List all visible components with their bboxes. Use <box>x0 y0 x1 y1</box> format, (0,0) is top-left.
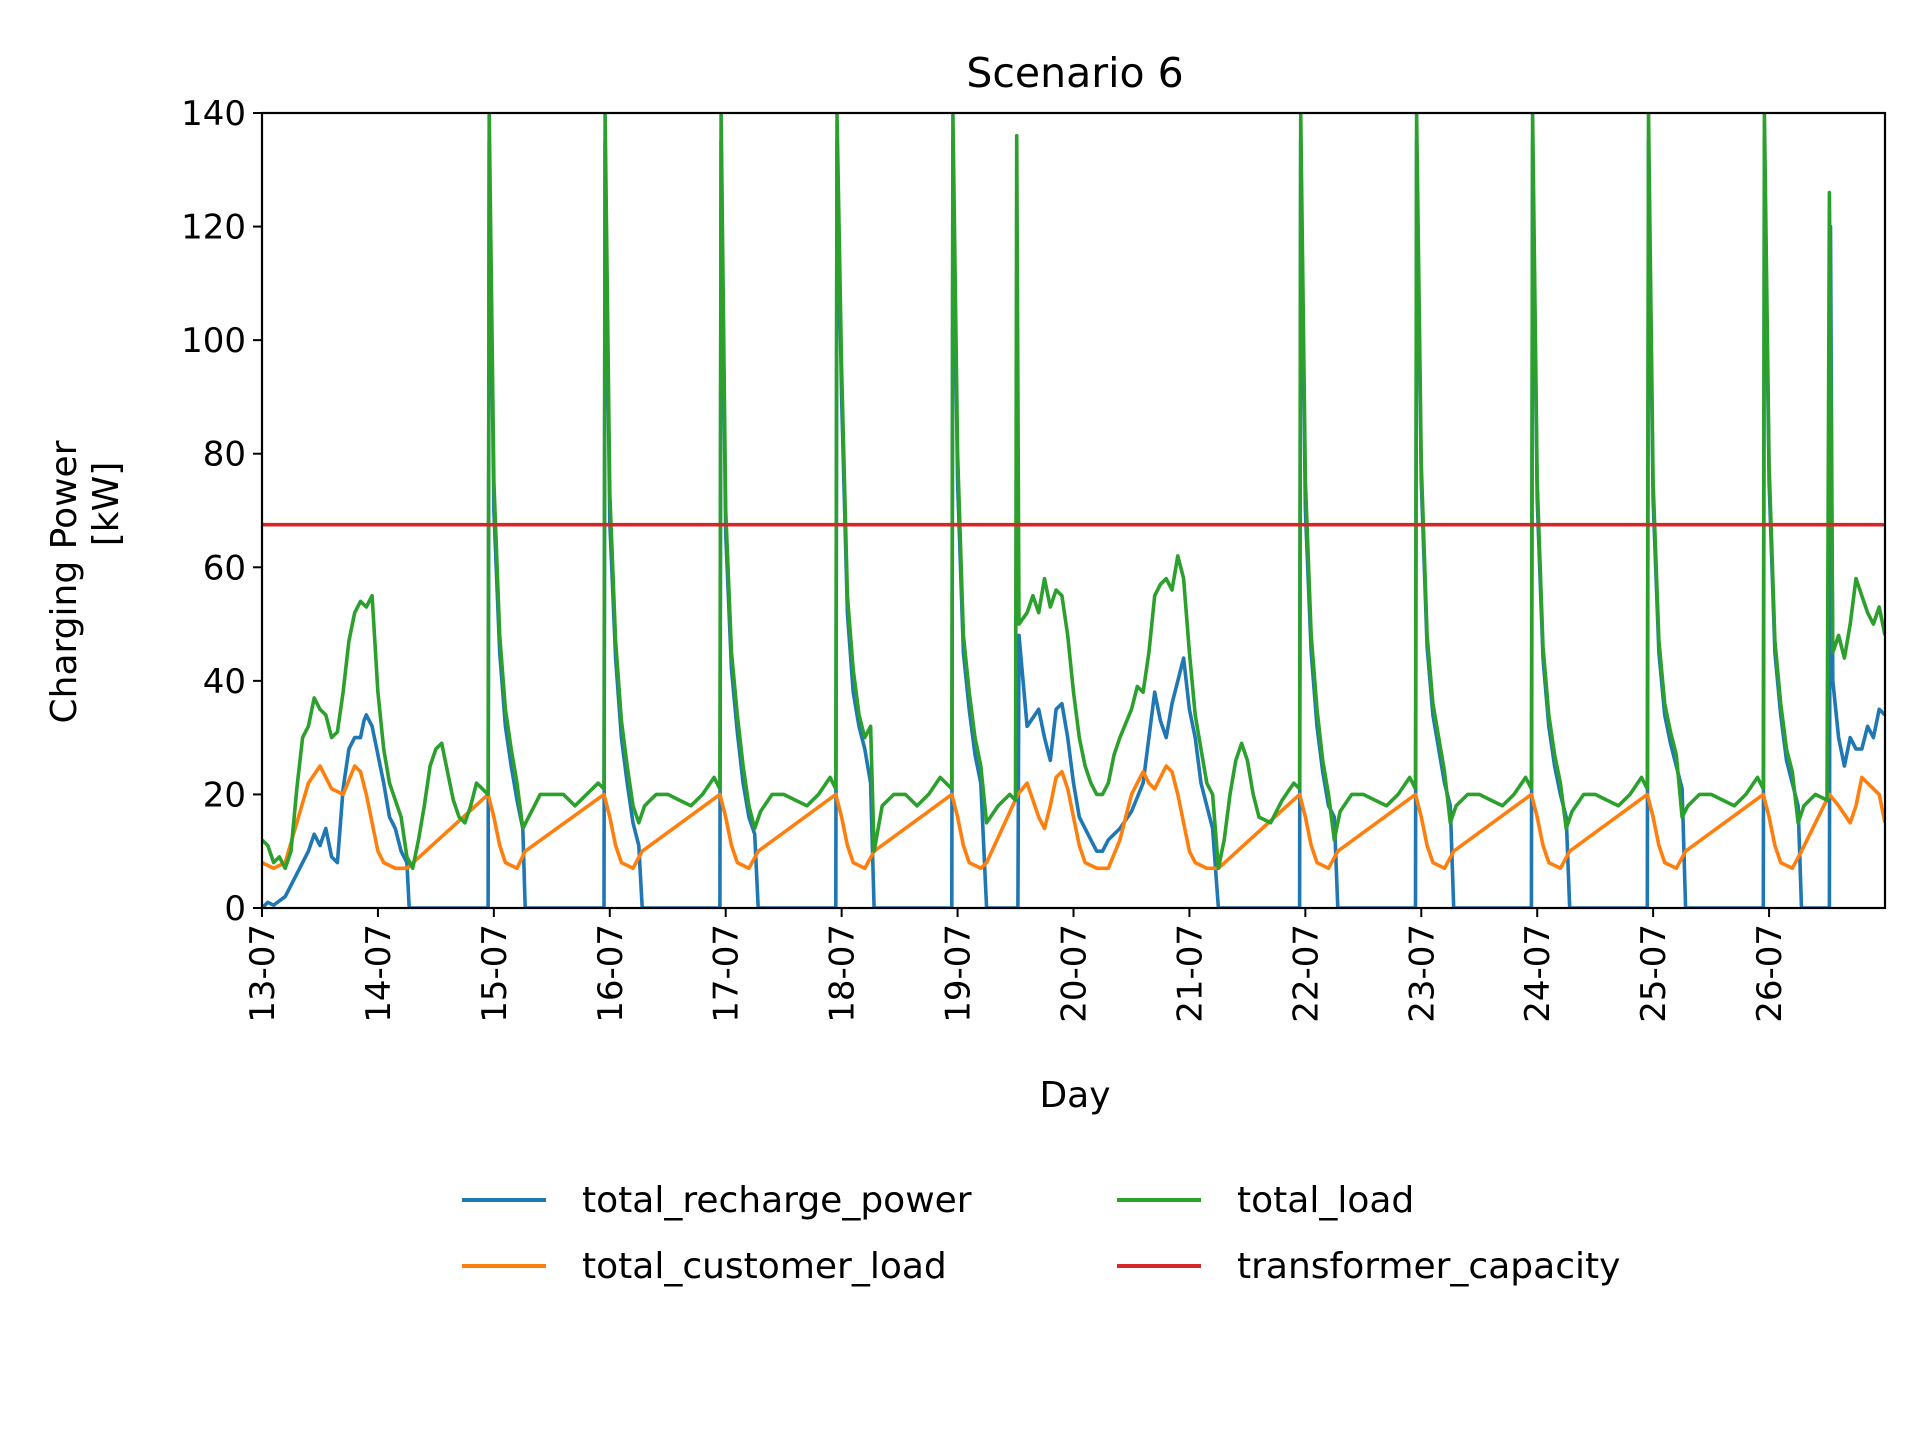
x-tick-label: 16-07 <box>591 924 631 1023</box>
y-axis-label-line1: Charging Power <box>44 440 85 723</box>
y-tick-label: 20 <box>203 775 246 815</box>
y-tick-label: 40 <box>203 662 246 702</box>
x-tick-label: 21-07 <box>1170 924 1210 1023</box>
series-line-total_customer_load <box>262 764 1885 871</box>
x-tick-label: 17-07 <box>707 924 747 1023</box>
x-tick-label: 25-07 <box>1634 924 1674 1023</box>
x-tick-label: 18-07 <box>823 924 863 1023</box>
x-tick-label: 22-07 <box>1286 924 1326 1023</box>
x-tick-label: 24-07 <box>1518 924 1558 1023</box>
legend: total_recharge_power total_customer_load t… <box>462 1180 1620 1287</box>
chart-title: Scenario 6 <box>966 49 1183 97</box>
y-tick-label: 60 <box>203 548 246 588</box>
y-tick-label: 140 <box>181 94 246 134</box>
x-tick-label: 15-07 <box>475 924 515 1023</box>
x-tick-label: 26-07 <box>1750 924 1790 1023</box>
y-axis: 0 20 40 60 80 100 120 140 <box>181 94 262 929</box>
x-tick-label: 13-07 <box>243 924 283 1023</box>
y-tick-label: 120 <box>181 208 246 248</box>
legend-label-total_recharge_power: total_recharge_power <box>582 1180 972 1221</box>
legend-label-total_customer_load: total_customer_load <box>582 1246 947 1287</box>
x-tick-label: 14-07 <box>359 924 399 1023</box>
y-tick-label: 100 <box>181 321 246 361</box>
y-tick-label: 80 <box>203 435 246 475</box>
legend-label-total_load: total_load <box>1237 1180 1414 1221</box>
y-axis-label-line2: [kW] <box>86 462 127 547</box>
y-tick-label: 0 <box>224 889 246 929</box>
x-tick-label: 19-07 <box>939 924 979 1023</box>
x-axis-label: Day <box>1039 1075 1110 1116</box>
series-line-total_load <box>262 113 1885 871</box>
x-tick-label: 20-07 <box>1055 924 1095 1023</box>
x-axis: 13-07 14-07 15-07 16-07 17-07 18-07 19-07 20-07… <box>243 908 1790 1023</box>
x-tick-label: 23-07 <box>1402 924 1442 1023</box>
legend-label-transformer_capacity: transformer_capacity <box>1237 1246 1620 1287</box>
plot-lines <box>262 113 1885 908</box>
